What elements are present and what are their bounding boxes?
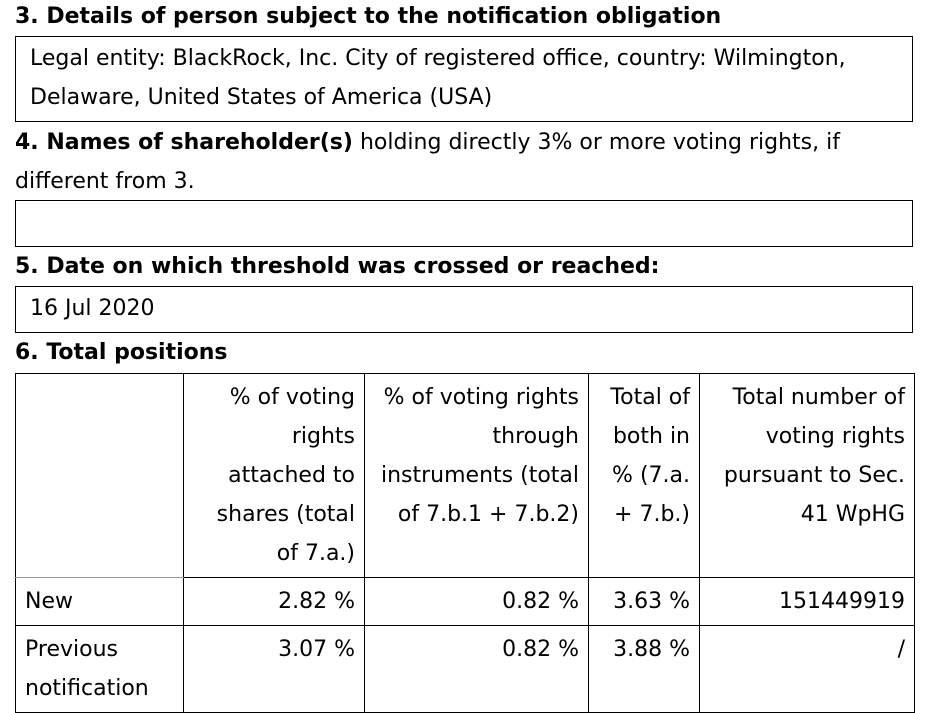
section-4-content-box	[15, 200, 913, 247]
total-positions-table: % of voting rights attached to shares (t…	[15, 373, 915, 713]
table-row: Previous notification 3.07 % 0.82 % 3.88…	[15, 625, 915, 713]
cell-instruments: 0.82 %	[364, 625, 589, 713]
cell-instruments: 0.82 %	[364, 577, 589, 626]
cell-total: 3.88 %	[588, 625, 700, 713]
header-voting-rights-shares: % of voting rights attached to shares (t…	[183, 373, 365, 578]
row-label: Previous notification	[15, 625, 184, 713]
section-5-content-box: 16 Jul 2020	[15, 286, 913, 333]
cell-voting-rights: 151449919	[699, 577, 915, 626]
section-5-heading: 5. Date on which threshold was crossed o…	[15, 254, 660, 279]
legal-entity-text: Legal entity: BlackRock, Inc. City of re…	[30, 46, 846, 110]
cell-shares: 3.07 %	[183, 625, 365, 713]
section-6-heading: 6. Total positions	[15, 340, 228, 365]
table-row: New 2.82 % 0.82 % 3.63 % 151449919	[15, 577, 915, 626]
header-cell-empty	[15, 373, 184, 578]
threshold-date: 16 Jul 2020	[30, 296, 155, 321]
cell-total: 3.63 %	[588, 577, 700, 626]
header-total-both: Total of both in % (7.a. + 7.b.)	[588, 373, 700, 578]
section-3-content-box: Legal entity: BlackRock, Inc. City of re…	[15, 36, 913, 122]
table-header-row: % of voting rights attached to shares (t…	[15, 373, 915, 578]
header-total-voting-rights: Total number of voting rights pursuant t…	[699, 373, 915, 578]
shareholder-names-text	[16, 201, 912, 213]
cell-voting-rights: /	[699, 625, 915, 713]
section-3-heading: 3. Details of person subject to the noti…	[15, 4, 722, 29]
section-4-heading: 4. Names of shareholder(s) holding direc…	[15, 130, 840, 194]
header-voting-rights-instruments: % of voting rights through instruments (…	[364, 373, 589, 578]
cell-shares: 2.82 %	[183, 577, 365, 626]
row-label: New	[15, 577, 184, 626]
